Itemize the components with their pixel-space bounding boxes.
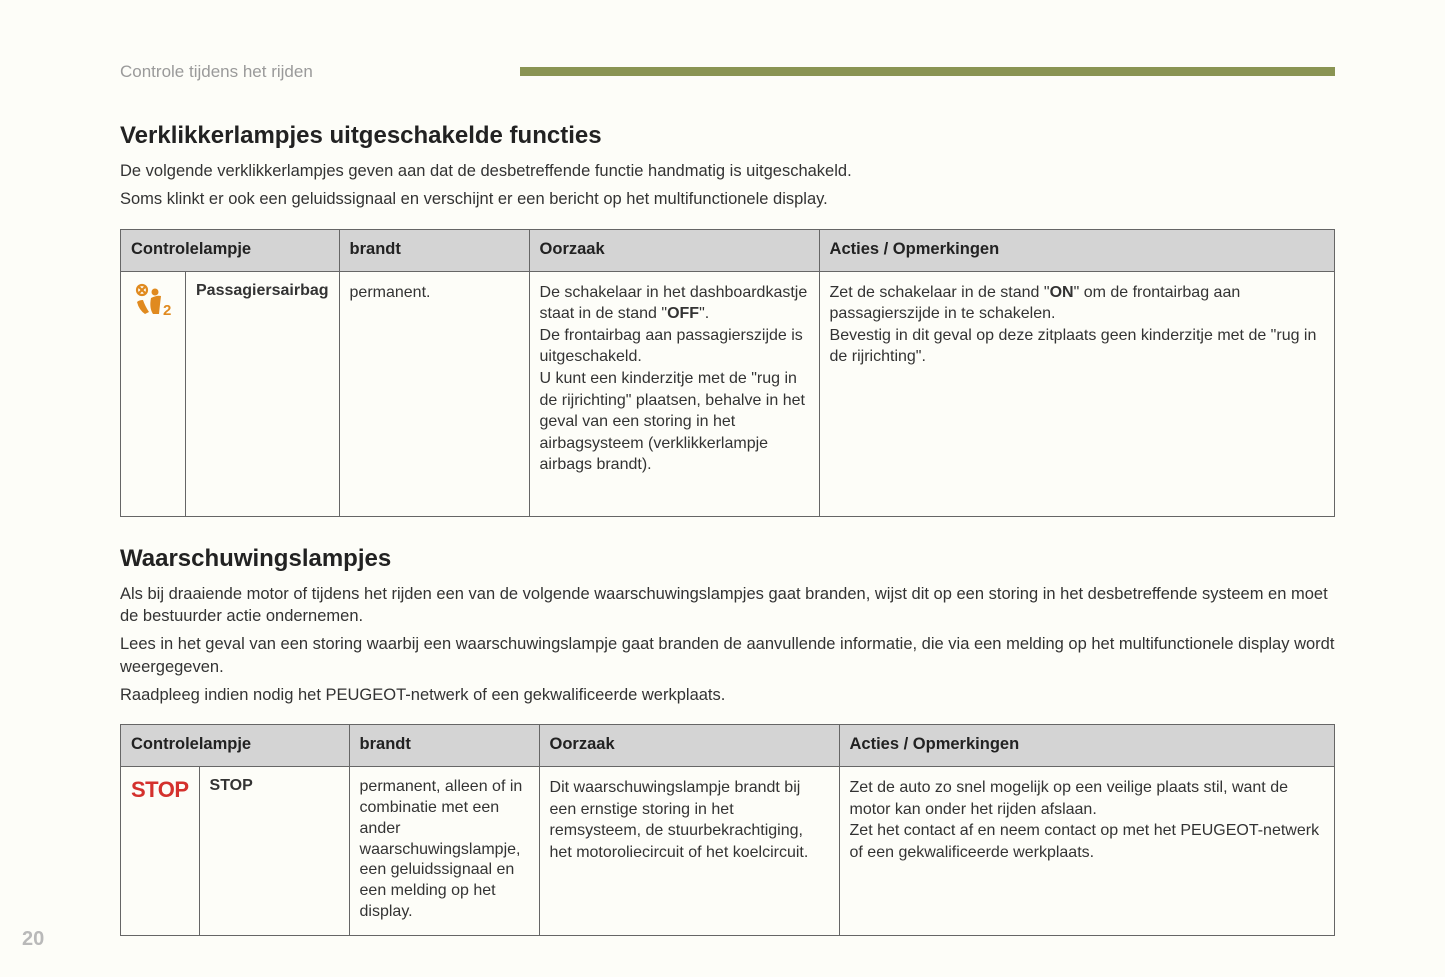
col-controlelampje: Controlelampje [121, 229, 340, 271]
col-acties: Acties / Opmerkingen [839, 725, 1334, 767]
col-acties: Acties / Opmerkingen [819, 229, 1334, 271]
section1-intro-line2: Soms klinkt er ook een geluidssignaal en… [120, 188, 1335, 210]
acties-cell: Zet de auto zo snel mogelijk op een veil… [839, 767, 1334, 936]
col-brandt: brandt [349, 725, 539, 767]
section2-heading: Waarschuwingslampjes [120, 545, 1335, 573]
section2-intro: Als bij draaiende motor of tijdens het r… [120, 583, 1335, 706]
document-page: Controle tijdens het rijden Verklikkerla… [0, 0, 1445, 936]
col-controlelampje: Controlelampje [121, 725, 350, 767]
acties-cell: Zet de schakelaar in de stand "ON" om de… [819, 271, 1334, 516]
passenger-airbag-off-icon: 2 [131, 282, 175, 318]
section1-heading: Verklikkerlampjes uitgeschakelde functie… [120, 122, 1335, 150]
stop-icon: STOP [131, 777, 189, 802]
icon-cell: 2 [121, 271, 186, 516]
section1-intro: De volgende verklikkerlampjes geven aan … [120, 160, 1335, 211]
table-row: STOP STOP permanent, alleen of in combin… [121, 767, 1335, 936]
lamp-name: Passagiersairbag [186, 271, 340, 516]
section1-table: Controlelampje brandt Oorzaak Acties / O… [120, 229, 1335, 517]
oorzaak-cell: Dit waarschuwingslampje brandt bij een e… [539, 767, 839, 936]
col-oorzaak: Oorzaak [539, 725, 839, 767]
lamp-name: STOP [199, 767, 349, 936]
oorzaak-cell: De schakelaar in het dashboardkastje sta… [529, 271, 819, 516]
svg-text:2: 2 [163, 302, 171, 318]
col-brandt: brandt [339, 229, 529, 271]
section2-intro-line2: Lees in het geval van een storing waarbi… [120, 633, 1335, 678]
col-oorzaak: Oorzaak [529, 229, 819, 271]
section2-intro-line3: Raadpleeg indien nodig het PEUGEOT-netwe… [120, 684, 1335, 706]
section-label: Controle tijdens het rijden [120, 62, 500, 82]
section2-table: Controlelampje brandt Oorzaak Acties / O… [120, 724, 1335, 936]
section1-intro-line1: De volgende verklikkerlampjes geven aan … [120, 160, 1335, 182]
section2-intro-line1: Als bij draaiende motor of tijdens het r… [120, 583, 1335, 628]
accent-bar [520, 67, 1335, 76]
table-row: 2 Passagiersairbag permanent. De schakel… [121, 271, 1335, 516]
page-header: Controle tijdens het rijden [120, 62, 1335, 82]
table-header-row: Controlelampje brandt Oorzaak Acties / O… [121, 229, 1335, 271]
table-header-row: Controlelampje brandt Oorzaak Acties / O… [121, 725, 1335, 767]
page-number: 20 [22, 928, 44, 951]
brandt-cell: permanent. [339, 271, 529, 516]
icon-cell: STOP [121, 767, 200, 936]
brandt-cell: permanent, alleen of in combinatie met e… [349, 767, 539, 936]
